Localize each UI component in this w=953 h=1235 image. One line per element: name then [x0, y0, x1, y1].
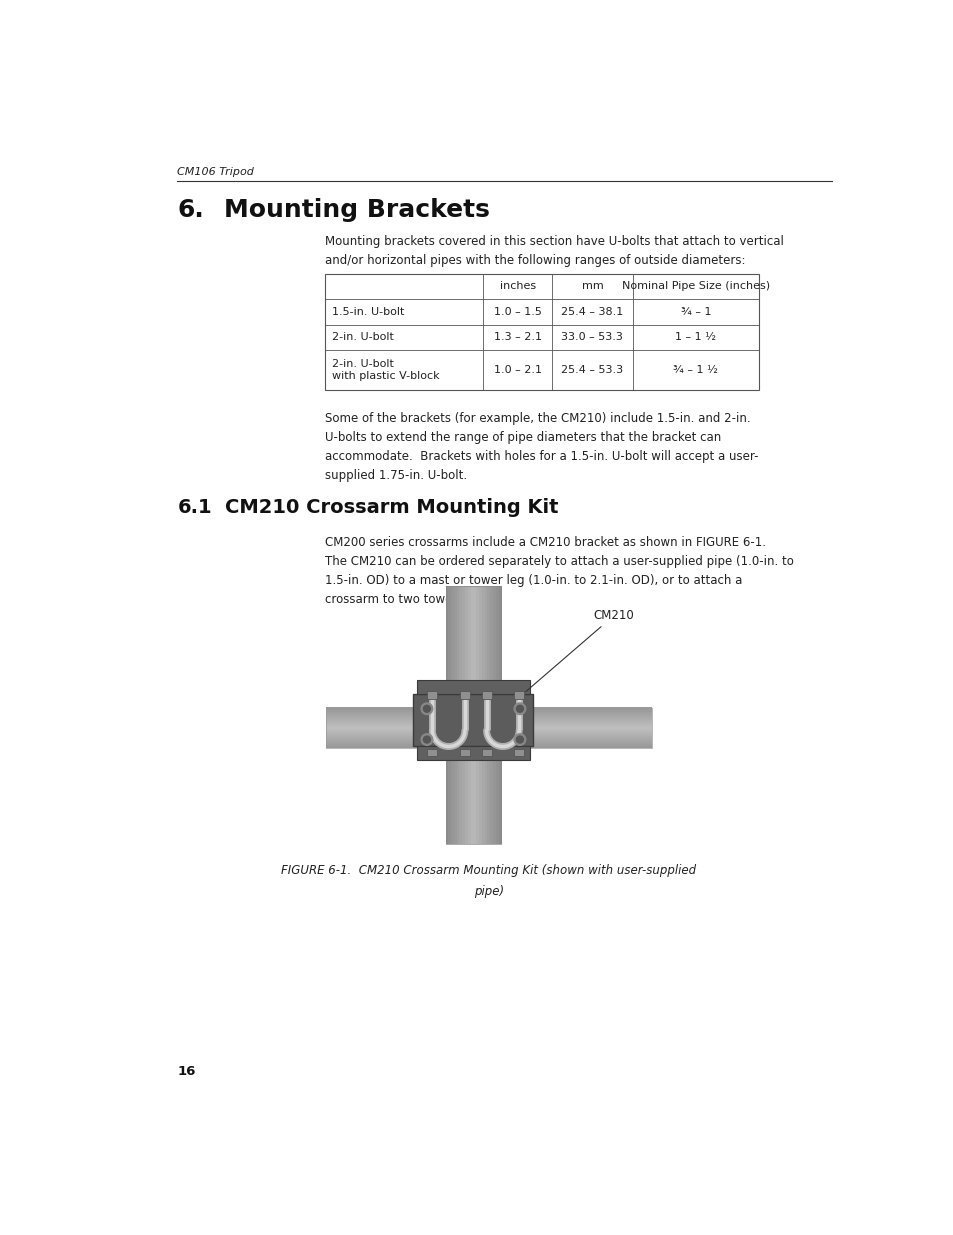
Text: CM210: CM210	[525, 609, 634, 692]
Text: 2-in. U-bolt
with plastic V-block: 2-in. U-bolt with plastic V-block	[332, 359, 439, 380]
Bar	[326, 718, 651, 720]
Circle shape	[420, 703, 433, 715]
Text: 33.0 – 53.3: 33.0 – 53.3	[561, 332, 622, 342]
Bar	[445, 587, 449, 845]
Text: Nominal Pipe Size (inches): Nominal Pipe Size (inches)	[621, 282, 769, 291]
Bar	[451, 587, 455, 845]
Bar	[324, 274, 758, 390]
Bar	[462, 587, 465, 845]
Circle shape	[514, 734, 525, 746]
Text: ¾ – 1 ½: ¾ – 1 ½	[673, 366, 718, 375]
Text: Mounting Brackets: Mounting Brackets	[224, 199, 489, 222]
Bar	[326, 715, 651, 718]
Bar	[514, 748, 523, 757]
Bar	[514, 692, 523, 699]
Bar	[326, 725, 651, 727]
Text: 1.3 – 2.1: 1.3 – 2.1	[493, 332, 541, 342]
Bar	[459, 692, 470, 699]
Bar	[448, 587, 452, 845]
Bar	[326, 741, 651, 743]
Circle shape	[514, 703, 525, 715]
Bar	[326, 743, 651, 746]
Text: ¾ – 1: ¾ – 1	[679, 306, 710, 317]
Text: 2-in. U-bolt: 2-in. U-bolt	[332, 332, 394, 342]
Text: 25.4 – 38.1: 25.4 – 38.1	[560, 306, 623, 317]
Bar	[326, 721, 651, 724]
Text: CM200 series crossarms include a CM210 bracket as shown in FIGURE 6-1.
The CM210: CM200 series crossarms include a CM210 b…	[324, 536, 793, 606]
Bar	[326, 745, 651, 748]
Bar	[487, 587, 491, 845]
Text: CM210 Crossarm Mounting Kit: CM210 Crossarm Mounting Kit	[225, 498, 558, 516]
Bar	[326, 709, 651, 713]
Circle shape	[420, 734, 433, 746]
Bar	[326, 731, 651, 734]
Bar	[322, 579, 655, 848]
Bar	[326, 708, 651, 748]
Bar	[326, 719, 651, 722]
Bar	[427, 748, 436, 757]
Bar	[326, 727, 651, 730]
Bar	[413, 694, 533, 746]
Bar	[459, 587, 462, 845]
Bar	[326, 724, 651, 726]
Bar	[481, 587, 485, 845]
Text: 1.5-in. U-bolt: 1.5-in. U-bolt	[332, 306, 404, 317]
Circle shape	[423, 736, 430, 743]
Text: 16: 16	[177, 1065, 195, 1078]
Bar	[326, 734, 651, 736]
Bar	[467, 587, 471, 845]
Bar	[484, 587, 488, 845]
Bar	[326, 708, 651, 710]
Text: Mounting brackets covered in this section have U-bolts that attach to vertical
a: Mounting brackets covered in this sectio…	[324, 235, 782, 267]
Bar	[481, 692, 491, 699]
Text: 1.0 – 2.1: 1.0 – 2.1	[493, 366, 541, 375]
Bar	[326, 740, 651, 742]
Text: 6.1: 6.1	[177, 498, 212, 516]
Bar	[481, 748, 491, 757]
Bar	[476, 587, 479, 845]
Bar	[493, 587, 496, 845]
Bar	[326, 735, 651, 739]
Bar	[498, 587, 501, 845]
Text: FIGURE 6-1.  CM210 Crossarm Mounting Kit (shown with user-supplied: FIGURE 6-1. CM210 Crossarm Mounting Kit …	[281, 863, 696, 877]
Bar	[473, 587, 476, 845]
Bar	[456, 587, 459, 845]
Text: 1 – 1 ½: 1 – 1 ½	[675, 332, 716, 342]
Text: Some of the brackets (for example, the CM210) include 1.5-in. and 2-in.
U-bolts : Some of the brackets (for example, the C…	[324, 411, 758, 482]
Text: pipe): pipe)	[474, 885, 503, 898]
Bar	[445, 587, 500, 845]
Bar	[416, 746, 529, 761]
Bar	[326, 729, 651, 732]
Text: inches: inches	[499, 282, 535, 291]
Bar	[459, 748, 470, 757]
Bar	[326, 714, 651, 716]
Bar	[454, 587, 457, 845]
Text: 6.: 6.	[177, 199, 204, 222]
Bar	[478, 587, 482, 845]
Bar	[427, 692, 436, 699]
Text: CM106 Tripod: CM106 Tripod	[177, 168, 254, 178]
Circle shape	[516, 705, 523, 713]
Bar	[326, 737, 651, 740]
Bar	[416, 680, 529, 694]
Bar	[464, 587, 468, 845]
Bar	[496, 587, 498, 845]
Text: mm: mm	[581, 282, 602, 291]
Circle shape	[516, 736, 523, 743]
Bar	[490, 587, 494, 845]
Bar	[470, 587, 474, 845]
Bar	[326, 711, 651, 714]
Text: 25.4 – 53.3: 25.4 – 53.3	[560, 366, 623, 375]
Circle shape	[423, 705, 430, 713]
Text: 1.0 – 1.5: 1.0 – 1.5	[493, 306, 541, 317]
